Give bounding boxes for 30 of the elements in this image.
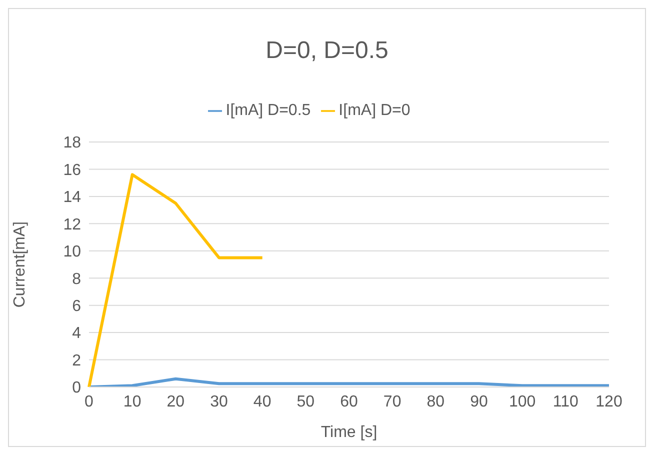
x-axis-title: Time [s] (320, 424, 378, 441)
x-tick-label: 100 (508, 393, 536, 410)
x-tick-label: 60 (340, 393, 358, 410)
x-tick-label: 40 (253, 393, 272, 410)
y-tick-label: 0 (72, 380, 82, 397)
y-tick-label: 2 (72, 352, 82, 370)
y-tick-label: 18 (63, 134, 82, 152)
y-tick-label: 16 (63, 162, 82, 179)
legend-label: I[mA] D=0.5 (226, 102, 311, 119)
x-tick-label: 10 (123, 393, 142, 410)
y-tick-label: 14 (63, 189, 82, 206)
x-tick-label: 90 (470, 393, 488, 410)
chart-title: D=0, D=0.5 (264, 37, 390, 66)
y-tick-label: 12 (63, 216, 82, 234)
y-tick-label: 6 (72, 298, 82, 316)
y-tick-label: 4 (72, 325, 82, 342)
x-tick-label: 50 (296, 393, 315, 410)
x-tick-label: 120 (596, 393, 622, 410)
legend-label: I[mA] D=0 (338, 102, 410, 119)
line-series (88, 377, 610, 387)
x-tick-label: 0 (84, 393, 94, 410)
x-tick-label: 30 (210, 393, 228, 410)
x-tick-label: 70 (383, 393, 402, 410)
x-tick-label: 80 (426, 393, 445, 410)
x-tick-label: 20 (166, 393, 185, 410)
x-tick-label: 110 (552, 393, 579, 410)
y-axis-title: Current[mA] (12, 221, 29, 308)
y-tick-label: 8 (72, 270, 82, 288)
line-series (88, 173, 264, 387)
y-tick-label: 10 (63, 244, 82, 261)
